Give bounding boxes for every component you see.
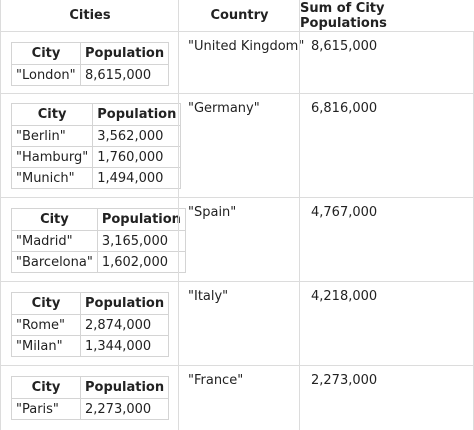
city-cell: "Rome"	[11, 314, 81, 336]
population-cell: 3,562,000	[92, 125, 182, 147]
nested-header-population: Population	[79, 292, 170, 315]
nested-city-table: City Population "London" 8,615,000	[11, 42, 170, 86]
nested-row: "Madrid" 3,165,000	[11, 230, 186, 252]
nested-city-table: City Population "Rome" 2,874,000 "Milan"…	[11, 292, 170, 357]
column-divider	[299, 0, 300, 430]
nested-header-row: City Population	[11, 376, 170, 399]
nested-row: "Munich" 1,494,000	[10, 167, 182, 189]
header-country[interactable]: Country	[179, 0, 300, 32]
country-cell: "France"	[188, 373, 244, 388]
nested-header-city: City	[11, 42, 81, 65]
population-cell: 1,760,000	[92, 146, 182, 168]
nested-header-row: City Population	[11, 292, 170, 315]
nested-header-row: City Population	[11, 208, 186, 231]
table-row: City Population "Berlin" 3,562,000 "Hamb…	[1, 94, 474, 198]
city-cell: "Paris"	[11, 398, 81, 420]
sum-cell: 8,615,000	[311, 39, 378, 54]
nested-header-city: City	[11, 376, 81, 399]
population-cell: 1,344,000	[79, 335, 170, 357]
population-cell: 3,165,000	[96, 230, 186, 252]
nested-header-population: Population	[79, 42, 170, 65]
nested-header-row: City Population	[11, 42, 170, 65]
nested-header-population: Population	[96, 208, 186, 231]
nested-city-table: City Population "Madrid" 3,165,000 "Barc…	[11, 208, 186, 273]
header-sum-of-city-populations[interactable]: Sum of City Populations	[300, 0, 474, 32]
population-cell: 1,602,000	[96, 251, 186, 273]
table-row: City Population "Madrid" 3,165,000 "Barc…	[1, 198, 474, 282]
nested-row: "Paris" 2,273,000	[11, 398, 170, 420]
column-divider	[178, 0, 179, 430]
table-row: City Population "Rome" 2,874,000 "Milan"…	[1, 282, 474, 366]
city-cell: "Madrid"	[11, 230, 98, 252]
nested-header-population: Population	[92, 103, 182, 126]
city-cell: "Hamburg"	[10, 146, 94, 168]
country-cell: "Spain"	[188, 205, 237, 220]
nested-row: "Hamburg" 1,760,000	[10, 146, 182, 168]
nested-header-row: City Population	[10, 103, 182, 126]
header-cities[interactable]: Cities	[1, 0, 179, 32]
city-cell: "London"	[11, 64, 81, 86]
country-cell: "Italy"	[188, 289, 229, 304]
nested-city-table: City Population "Berlin" 3,562,000 "Hamb…	[10, 103, 182, 189]
nested-row: "Berlin" 3,562,000	[10, 125, 182, 147]
nested-row: "Barcelona" 1,602,000	[11, 251, 186, 273]
sum-cell: 2,273,000	[311, 373, 378, 388]
table-row: City Population "London" 8,615,000 "Unit…	[1, 32, 474, 94]
nested-header-population: Population	[79, 376, 170, 399]
country-cell: "United Kingdom"	[188, 39, 305, 54]
population-cell: 8,615,000	[79, 64, 170, 86]
population-cell: 2,874,000	[79, 314, 170, 336]
city-cell: "Barcelona"	[11, 251, 98, 273]
country-cell: "Germany"	[188, 101, 260, 116]
nested-header-city: City	[10, 103, 94, 126]
nested-header-city: City	[11, 208, 98, 231]
nested-row: "Rome" 2,874,000	[11, 314, 170, 336]
table-row: City Population "Paris" 2,273,000 "Franc…	[1, 366, 474, 430]
population-cell: 2,273,000	[79, 398, 170, 420]
city-cell: "Berlin"	[10, 125, 94, 147]
population-cell: 1,494,000	[92, 167, 182, 189]
nested-header-city: City	[11, 292, 81, 315]
nested-city-table: City Population "Paris" 2,273,000	[11, 376, 170, 420]
sum-cell: 4,767,000	[311, 205, 378, 220]
city-cell: "Munich"	[10, 167, 94, 189]
sum-cell: 6,816,000	[311, 101, 378, 116]
nested-row: "Milan" 1,344,000	[11, 335, 170, 357]
city-cell: "Milan"	[11, 335, 81, 357]
nested-row: "London" 8,615,000	[11, 64, 170, 86]
sum-cell: 4,218,000	[311, 289, 378, 304]
